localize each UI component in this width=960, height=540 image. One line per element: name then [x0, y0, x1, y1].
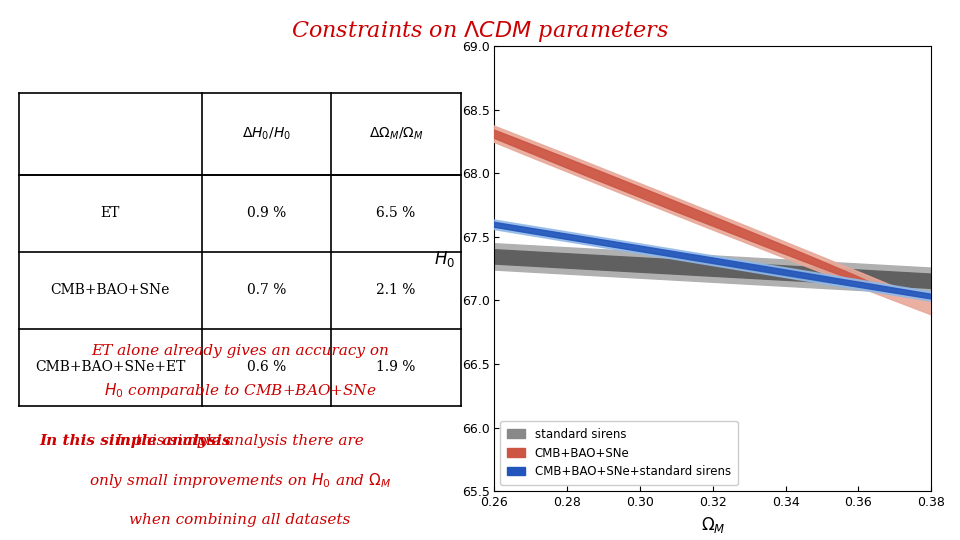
Text: 1.9 %: 1.9 %: [376, 360, 416, 374]
Ellipse shape: [0, 96, 960, 441]
Ellipse shape: [0, 119, 960, 393]
Y-axis label: $H_0$: $H_0$: [435, 248, 456, 269]
Ellipse shape: [210, 178, 960, 334]
Text: CMB+BAO+SNe+ET: CMB+BAO+SNe+ET: [36, 360, 185, 374]
Legend: standard sirens, CMB+BAO+SNe, CMB+BAO+SNe+standard sirens: standard sirens, CMB+BAO+SNe, CMB+BAO+SN…: [500, 421, 737, 485]
Ellipse shape: [211, 21, 960, 363]
Text: 0.7 %: 0.7 %: [247, 284, 286, 298]
X-axis label: $\Omega_M$: $\Omega_M$: [701, 515, 725, 535]
Text: 6.5 %: 6.5 %: [376, 206, 416, 220]
Ellipse shape: [0, 174, 960, 363]
Text: 2.1 %: 2.1 %: [376, 284, 416, 298]
Text: only small improvements on $H_0$ and $\Omega_M$: only small improvements on $H_0$ and $\O…: [89, 471, 391, 490]
Text: In this simple analysis: In this simple analysis: [39, 434, 231, 448]
Text: ET: ET: [101, 206, 120, 220]
Text: In this simple analysis there are: In this simple analysis there are: [115, 434, 365, 448]
Text: CMB+BAO+SNe: CMB+BAO+SNe: [51, 284, 170, 298]
Text: Constraints on $\Lambda CDM$ parameters: Constraints on $\Lambda CDM$ parameters: [291, 19, 669, 44]
Text: 0.9 %: 0.9 %: [247, 206, 286, 220]
Text: $\Delta\Omega_M/\Omega_M$: $\Delta\Omega_M/\Omega_M$: [369, 126, 423, 142]
Text: $H_0$ comparable to CMB+BAO+SNe: $H_0$ comparable to CMB+BAO+SNe: [104, 381, 376, 401]
Text: 0.6 %: 0.6 %: [247, 360, 286, 374]
Text: when combining all datasets: when combining all datasets: [130, 513, 350, 527]
Text: ET alone already gives an accuracy on: ET alone already gives an accuracy on: [91, 344, 389, 358]
Ellipse shape: [394, 94, 886, 291]
Text: $\Delta H_0/H_0$: $\Delta H_0/H_0$: [242, 126, 291, 142]
